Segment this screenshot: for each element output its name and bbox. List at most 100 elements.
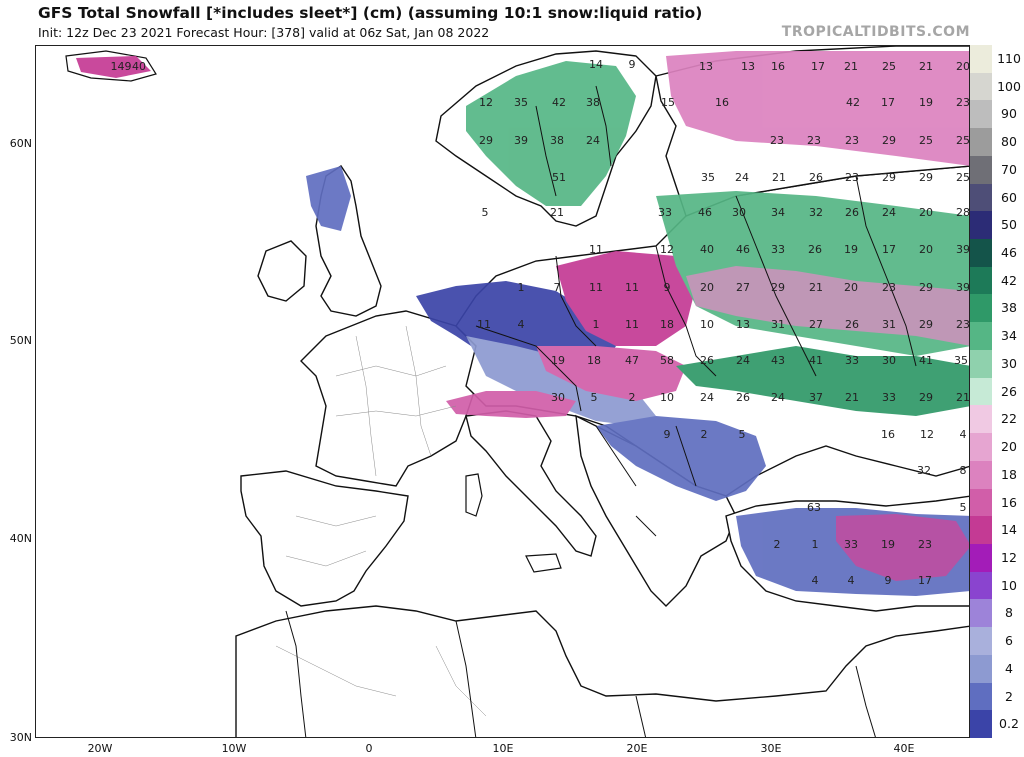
snowfall-value: 12 — [660, 243, 674, 256]
snowfall-value: 17 — [811, 60, 825, 73]
snowfall-value: 30 — [732, 206, 746, 219]
snowfall-value: 9 — [664, 281, 671, 294]
snowfall-value: 23 — [845, 134, 859, 147]
snowfall-value: 13 — [736, 318, 750, 331]
snowfall-value: 26 — [845, 206, 859, 219]
colorbar-level: 90 — [970, 100, 1024, 129]
snowfall-value: 14 — [589, 58, 603, 71]
lon-label-10e: 10E — [492, 742, 514, 755]
snowfall-value: 21 — [845, 391, 859, 404]
snowfall-value: 39 — [956, 281, 970, 294]
snowfall-value: 16 — [881, 428, 895, 441]
colorbar-label: 90 — [1001, 106, 1017, 122]
colorbar-swatch — [970, 349, 992, 378]
snowfall-value: 17 — [918, 574, 932, 587]
snowfall-value: 39 — [514, 134, 528, 147]
snowfall-value: 23 — [807, 134, 821, 147]
landmass-iberia — [240, 470, 409, 607]
snowfall-value: 58 — [660, 354, 674, 367]
snowfall-value: 10 — [700, 318, 714, 331]
colorbar-label: 12 — [1001, 549, 1017, 565]
snowfall-value: 29 — [771, 281, 785, 294]
snowfall-value: 41 — [919, 354, 933, 367]
snowfall-value: 5 — [739, 428, 746, 441]
lon-label-30e: 30E — [760, 742, 782, 755]
snowfall-value: 24 — [586, 134, 600, 147]
snowfall-value: 19 — [844, 243, 858, 256]
landmass-ireland — [257, 240, 307, 302]
colorbar-label: 26 — [1001, 383, 1017, 399]
lon-label-20w: 20W — [87, 742, 113, 755]
colorbar-swatch — [970, 654, 992, 683]
snowfall-value: 1 — [518, 281, 525, 294]
snowfall-value: 24 — [700, 391, 714, 404]
snowfall-value: 33 — [658, 206, 672, 219]
snowfall-value: 34 — [771, 206, 785, 219]
snowfall-value: 40 — [700, 243, 714, 256]
colorbar-level: 12 — [970, 543, 1024, 572]
snowfall-value: 20 — [844, 281, 858, 294]
snowfall-value: 33 — [844, 538, 858, 551]
snowfall-value: 46 — [698, 206, 712, 219]
snow-band-iceland — [76, 56, 151, 78]
colorbar-swatch — [970, 460, 992, 489]
snowfall-value: 23 — [770, 134, 784, 147]
colorbar-label: 6 — [1005, 633, 1013, 649]
colorbar-label: 14 — [1001, 522, 1017, 538]
landmass-italy — [465, 410, 597, 557]
snowfall-value: 29 — [882, 134, 896, 147]
snowfall-value: 30 — [882, 354, 896, 367]
colorbar-level: 20 — [970, 433, 1024, 461]
colorbar-swatch — [970, 45, 992, 73]
colorbar-label: 18 — [1001, 466, 1017, 482]
colorbar-swatch — [970, 266, 992, 295]
colorbar-swatch — [970, 405, 992, 434]
snowfall-value: 16 — [771, 60, 785, 73]
lat-label-60n: 60N — [9, 137, 32, 150]
snowfall-value: 11 — [589, 281, 603, 294]
snowfall-value: 9 — [629, 58, 636, 71]
colorbar-level: 14 — [970, 516, 1024, 544]
colorbar-label: 22 — [1001, 411, 1017, 427]
snow-band-alps — [446, 391, 576, 418]
snowfall-value: 4 — [960, 428, 967, 441]
landmass-sardinia — [465, 473, 483, 517]
colorbar-level: 100 — [970, 72, 1024, 101]
snowfall-value: 42 — [552, 96, 566, 109]
snowfall-value: 23 — [882, 281, 896, 294]
colorbar-level: 80 — [970, 128, 1024, 156]
snowfall-value: 19 — [919, 96, 933, 109]
snow-band-turkey-magenta — [836, 514, 969, 581]
snowfall-value: 8 — [960, 464, 967, 477]
snowfall-value: 39 — [956, 243, 970, 256]
snowfall-value: 23 — [956, 96, 970, 109]
snowfall-value: 46 — [736, 243, 750, 256]
snowfall-value: 11 — [477, 318, 491, 331]
snow-band-pink-russia — [666, 51, 969, 166]
landmass-north-africa — [235, 605, 969, 737]
snowfall-value: 16 — [715, 96, 729, 109]
snow-band-green-scandinavia — [466, 61, 636, 206]
snow-band-magenta-poland — [556, 251, 696, 346]
snowfall-value: 26 — [736, 391, 750, 404]
colorbar-level: 42 — [970, 266, 1024, 295]
snowfall-value: 1 — [812, 538, 819, 551]
snowfall-value: 13 — [741, 60, 755, 73]
snowfall-value: 23 — [845, 171, 859, 184]
admin-borders — [275, 325, 487, 717]
snowfall-value: 26 — [809, 171, 823, 184]
snowfall-value: 11 — [589, 243, 603, 256]
snowfall-value: 21 — [550, 206, 564, 219]
snowfall-value: 40 — [132, 60, 146, 73]
colorbar-swatch — [970, 128, 992, 156]
snowfall-value: 9 — [664, 428, 671, 441]
snowfall-value: 11 — [625, 318, 639, 331]
colorbar-swatch — [970, 710, 992, 738]
snowfall-value: 25 — [956, 134, 970, 147]
snowfall-value: 38 — [586, 96, 600, 109]
snowfall-value: 18 — [587, 354, 601, 367]
snowfall-value: 21 — [956, 391, 970, 404]
colorbar-level: 30 — [970, 349, 1024, 378]
colorbar-level: 16 — [970, 488, 1024, 517]
snowfall-value: 12 — [479, 96, 493, 109]
